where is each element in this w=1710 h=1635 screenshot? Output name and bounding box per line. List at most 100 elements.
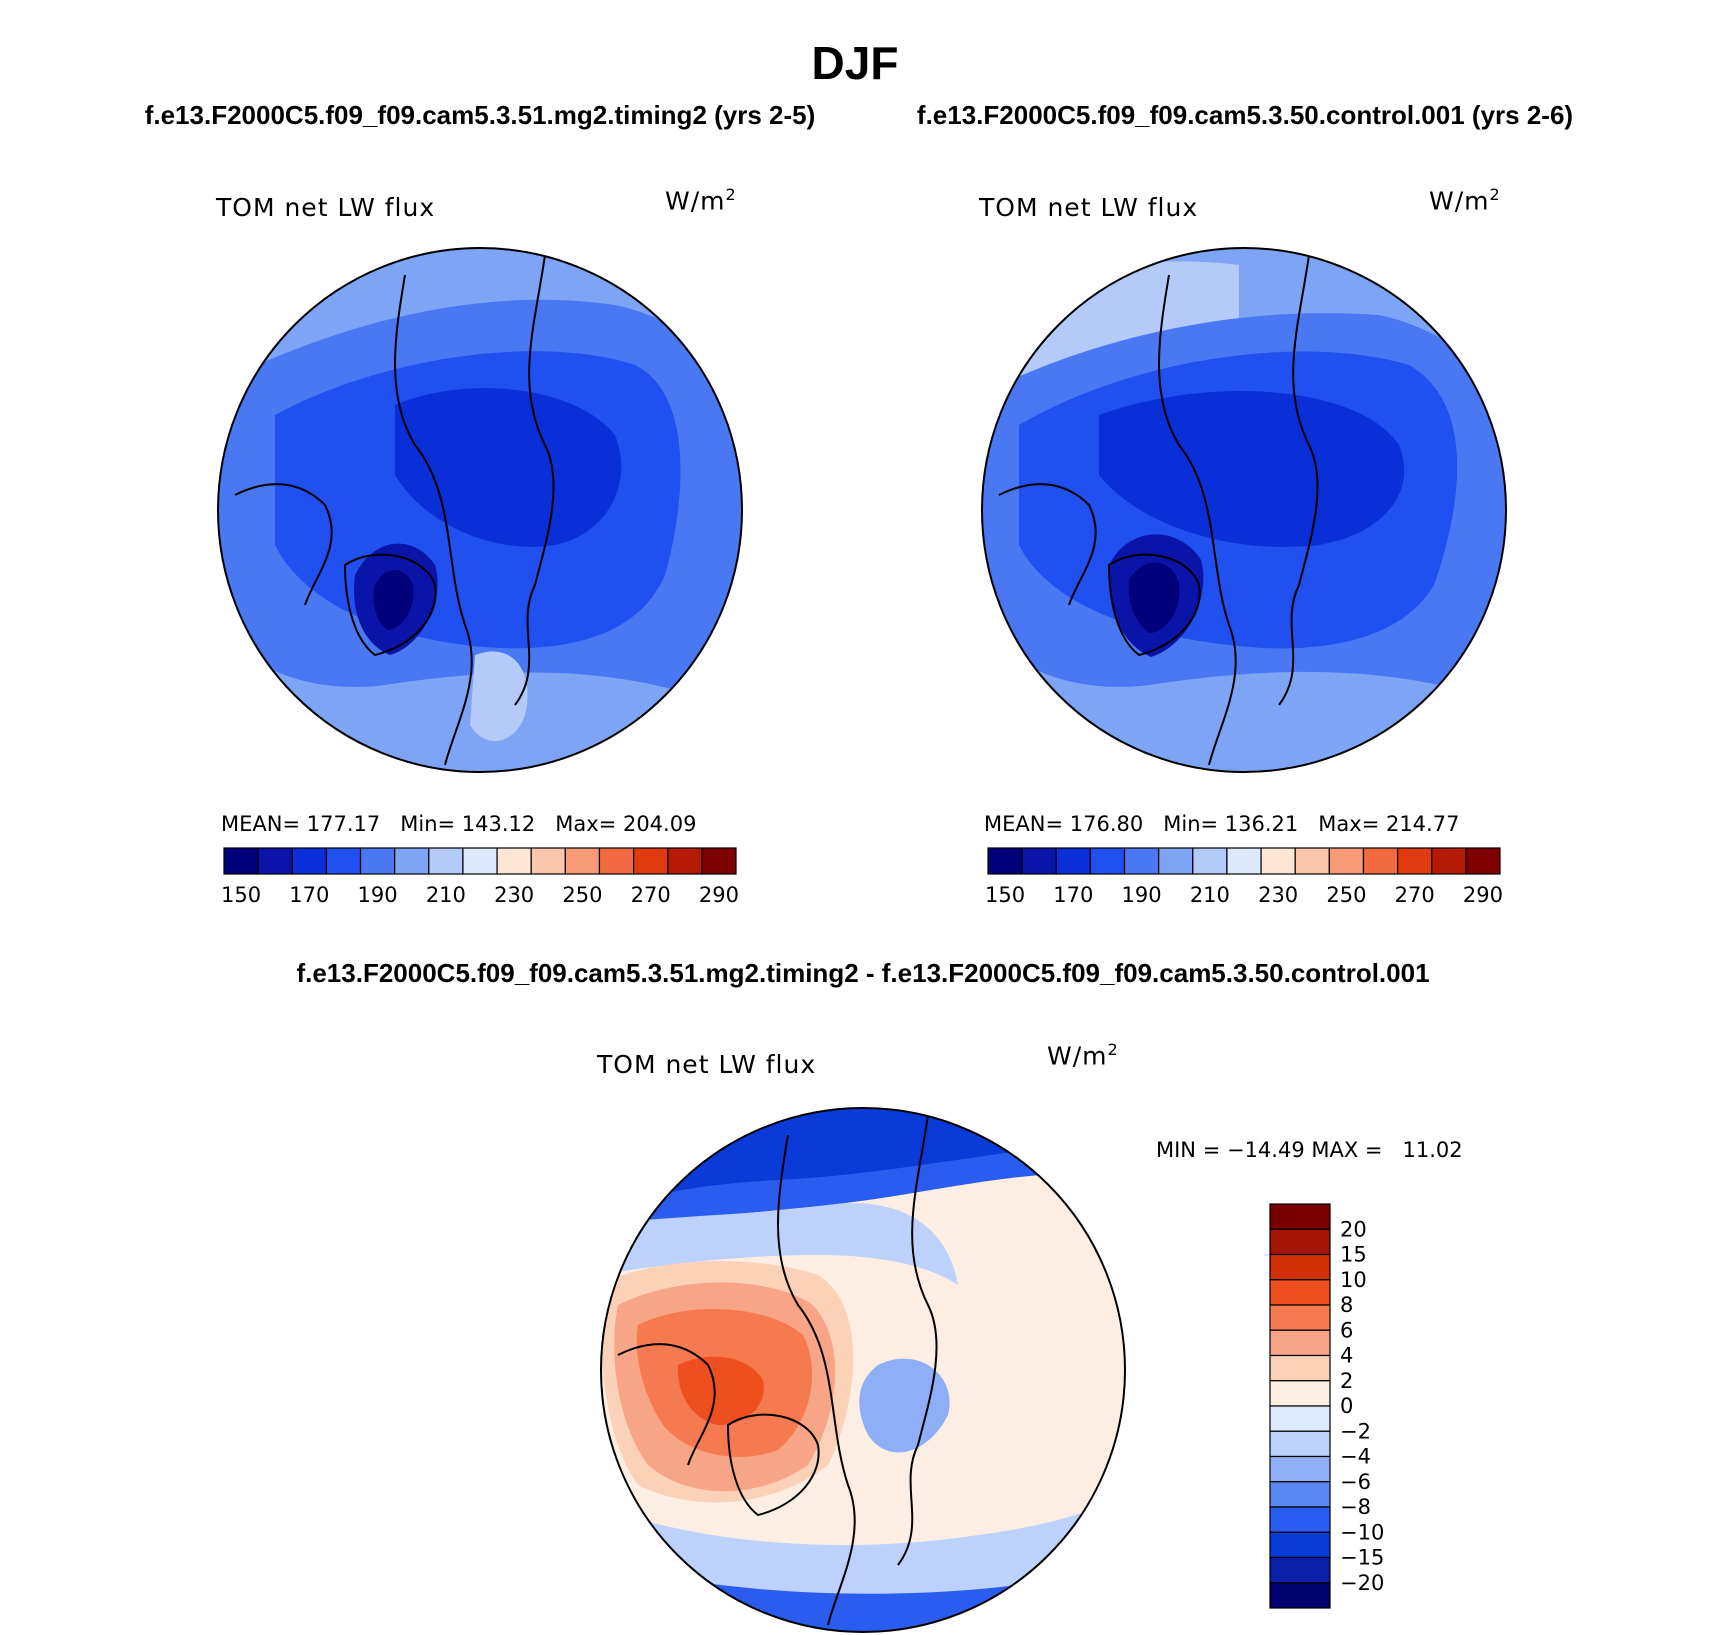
- panel3-colorbar-label-11: −8: [1340, 1495, 1371, 1519]
- panel1-colorbar-box-10: [564, 847, 601, 875]
- panel3-colorbar-box-8: [1269, 1405, 1331, 1432]
- panel1-colorbar-box-11: [598, 847, 635, 875]
- panel1-scandinavia: [470, 651, 528, 742]
- panel3-coast-c: [617, 1343, 716, 1466]
- panel2-colorbar-label-0: 150: [985, 883, 1025, 907]
- panel3-colorbar-box-9: [1269, 1430, 1331, 1458]
- panel3-unit: W/m2: [1047, 1040, 1119, 1071]
- panel2-colorbar-label-7: 290: [1463, 883, 1503, 907]
- panel2-colorbar-box-12: [1397, 847, 1433, 875]
- panel2-colorbar-label-4: 230: [1258, 883, 1298, 907]
- panel3-colorbar-label-9: −4: [1340, 1445, 1371, 1469]
- panel1-colorbar-box-5: [394, 847, 430, 875]
- panel2-coast-c: [998, 483, 1097, 606]
- panel2-colorbar-label-6: 270: [1395, 883, 1435, 907]
- panel1-colorbar-label-3: 210: [426, 883, 466, 907]
- panel3-colorbar-box-7: [1269, 1380, 1331, 1407]
- panel1-colorbar-label-1: 170: [289, 883, 329, 907]
- panel2-colorbar-box-1: [1021, 847, 1057, 875]
- panel2-colorbar-box-11: [1362, 847, 1399, 875]
- panel1-colorbar-box-4: [359, 847, 396, 875]
- panel3-colorbar-label-14: −20: [1340, 1571, 1384, 1595]
- panel3-colorbar-box-2: [1269, 1253, 1331, 1281]
- panel2-colorbar: 150 170 190 210 230 250 270 290: [985, 847, 1503, 907]
- panel3-field-pos-core: [677, 1356, 764, 1425]
- panel1-coast-a: [394, 274, 473, 766]
- panel3-colorbar-label-4: 6: [1340, 1318, 1353, 1342]
- panel2-coast-a: [1158, 274, 1237, 766]
- panel1-colorbar-box-12: [633, 847, 669, 875]
- panel3-colorbar-box-5: [1269, 1329, 1331, 1357]
- panel1-coast-b: [514, 254, 555, 706]
- panel1-map-border: [217, 247, 743, 773]
- panel3-colorbar-label-13: −15: [1340, 1546, 1384, 1570]
- panel1-colorbar-box-1: [257, 847, 293, 875]
- panel1-colorbar-box-2: [291, 847, 328, 875]
- panel3-colorbar-label-2: 10: [1340, 1268, 1367, 1292]
- panel2-colorbar-box-3: [1089, 847, 1126, 875]
- panel3-field-neg-patch: [859, 1358, 950, 1453]
- panel3-colorbar-box-6: [1269, 1354, 1331, 1382]
- panel2-colorbar-box-6: [1192, 847, 1228, 875]
- panel3-colorbar-label-12: −10: [1340, 1520, 1384, 1544]
- panel3-colorbar-label-10: −6: [1340, 1470, 1371, 1494]
- panel2-colorbar-box-5: [1158, 847, 1194, 875]
- panel2-colorbar-box-10: [1328, 847, 1365, 875]
- panel1-colorbar-box-9: [530, 847, 566, 875]
- panel2-colorbar-box-14: [1465, 847, 1501, 875]
- panel3-coast-b: [897, 1114, 938, 1566]
- panel2-colorbar-box-13: [1431, 847, 1467, 875]
- panel2-colorbar-label-1: 170: [1053, 883, 1093, 907]
- panel1-unit: W/m2: [665, 185, 737, 216]
- panel3-colorbar-box-12: [1269, 1506, 1331, 1533]
- panel1-colorbar-label-6: 270: [631, 883, 671, 907]
- panel1-coast-c: [234, 483, 333, 606]
- case-title-right: f.e13.F2000C5.f09_f09.cam5.3.50.control.…: [916, 100, 1574, 130]
- panel3-colorbar-box-3: [1269, 1279, 1331, 1306]
- panel2-colorbar-box-2: [1055, 847, 1092, 875]
- main-title: DJF: [811, 37, 899, 89]
- case-title-left: f.e13.F2000C5.f09_f09.cam5.3.51.mg2.timi…: [144, 100, 816, 130]
- panel1-colorbar-label-5: 250: [562, 883, 602, 907]
- panel3-colorbar-label-3: 8: [1340, 1293, 1353, 1317]
- panel3-colorbar-label-7: 0: [1340, 1394, 1353, 1418]
- panel1-colorbar-label-4: 230: [494, 883, 534, 907]
- panel2-colorbar-box-4: [1123, 847, 1160, 875]
- panel1-field-core: [395, 388, 622, 547]
- panel2-map: [981, 247, 1507, 773]
- panel2-unit: W/m2: [1429, 185, 1501, 216]
- panel3-map: [600, 1107, 1126, 1633]
- panel3-colorbar-label-6: 2: [1340, 1369, 1353, 1393]
- panel1-coast-greenland: [343, 553, 437, 657]
- panel3-colorbar-box-4: [1269, 1304, 1331, 1331]
- panel3-colorbar-box-10: [1269, 1455, 1331, 1483]
- panel1-colorbar-label-0: 150: [221, 883, 261, 907]
- panel3-colorbar-box-1: [1269, 1228, 1331, 1256]
- panel2-stats: MEAN= 176.80 Min= 136.21 Max= 214.77: [984, 812, 1460, 836]
- panel2-colorbar-label-2: 190: [1122, 883, 1162, 907]
- panel2-greenland-core: [1128, 562, 1180, 633]
- panel1-colorbar-box-13: [667, 847, 703, 875]
- panel3-colorbar-label-1: 15: [1340, 1243, 1367, 1267]
- panel3-stats: MIN = −14.49 MAX = 11.02: [1156, 1138, 1463, 1162]
- panel1-greenland-core: [373, 570, 414, 630]
- panel1-stats: MEAN= 177.17 Min= 143.12 Max= 204.09: [221, 812, 697, 836]
- panel3-title: TOM net LW flux: [597, 1050, 817, 1079]
- panel2-colorbar-label-3: 210: [1190, 883, 1230, 907]
- panel1-colorbar: 150 170 190 210 230 250 270 290: [221, 847, 739, 907]
- panel3-colorbar-box-0: [1269, 1203, 1331, 1230]
- panel3-colorbar-label-8: −2: [1340, 1419, 1371, 1443]
- panel3-colorbar-box-15: [1269, 1582, 1331, 1609]
- panel1-colorbar-box-7: [462, 847, 498, 875]
- panel3-coast-greenland: [726, 1413, 820, 1517]
- panel1-colorbar-label-2: 190: [358, 883, 398, 907]
- panel3-colorbar-box-13: [1269, 1531, 1331, 1559]
- panel2-colorbar-box-7: [1226, 847, 1262, 875]
- panel2-field-core: [1099, 391, 1405, 547]
- panel2-map-border: [981, 247, 1507, 773]
- panel2-coast-greenland: [1107, 553, 1201, 657]
- panel2-colorbar-box-0: [987, 847, 1023, 875]
- panel3-coast-a: [777, 1134, 856, 1626]
- panel1-title: TOM net LW flux: [216, 193, 436, 222]
